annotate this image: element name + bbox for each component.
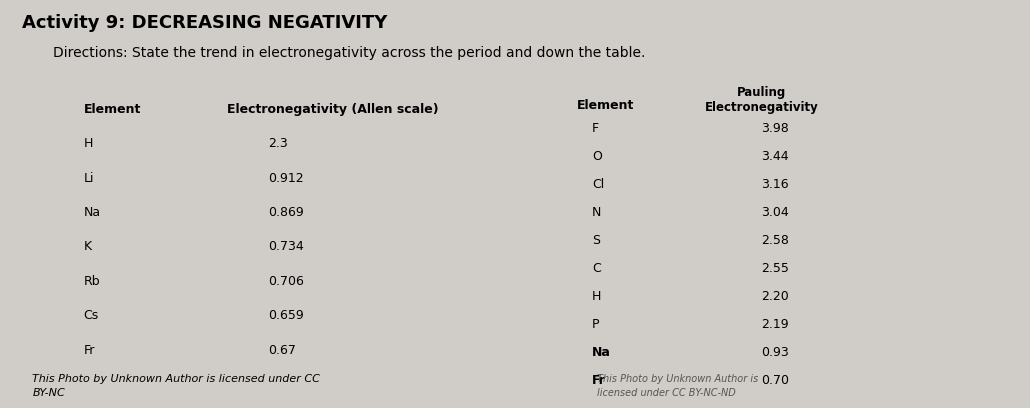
Text: This Photo by Unknown Author is
licensed under CC BY-NC-ND: This Photo by Unknown Author is licensed…: [597, 374, 758, 398]
Text: 3.98: 3.98: [761, 122, 789, 135]
Text: 0.659: 0.659: [269, 309, 304, 322]
Text: Fr: Fr: [83, 344, 95, 357]
Text: Element: Element: [577, 99, 634, 112]
Text: P: P: [592, 318, 599, 331]
Text: H: H: [592, 290, 602, 303]
Text: O: O: [592, 150, 602, 163]
Text: S: S: [592, 234, 600, 247]
Text: 3.16: 3.16: [761, 178, 789, 191]
Text: H: H: [83, 137, 93, 150]
Text: F: F: [592, 122, 599, 135]
Text: 2.19: 2.19: [761, 318, 789, 331]
Text: 2.3: 2.3: [269, 137, 288, 150]
Text: 0.912: 0.912: [269, 172, 304, 184]
Text: 0.734: 0.734: [269, 240, 304, 253]
Text: This Photo by Unknown Author is licensed under CC
BY-NC: This Photo by Unknown Author is licensed…: [32, 374, 320, 398]
Text: Electronegativity (Allen scale): Electronegativity (Allen scale): [228, 103, 439, 116]
Text: 0.706: 0.706: [269, 275, 304, 288]
Text: C: C: [592, 262, 600, 275]
Text: 2.58: 2.58: [761, 234, 789, 247]
Text: Activity 9: DECREASING NEGATIVITY: Activity 9: DECREASING NEGATIVITY: [22, 13, 387, 31]
Text: Cs: Cs: [83, 309, 99, 322]
Text: 2.20: 2.20: [761, 290, 789, 303]
Text: Na: Na: [83, 206, 101, 219]
Text: 2.55: 2.55: [761, 262, 789, 275]
Text: Directions: State the trend in electronegativity across the period and down the : Directions: State the trend in electrone…: [53, 46, 645, 60]
Text: Cl: Cl: [592, 178, 605, 191]
Text: Fr: Fr: [592, 374, 606, 387]
Text: 0.869: 0.869: [269, 206, 304, 219]
Text: N: N: [592, 206, 602, 219]
Text: 3.44: 3.44: [761, 150, 789, 163]
Text: 3.04: 3.04: [761, 206, 789, 219]
Text: 0.67: 0.67: [269, 344, 297, 357]
Text: 0.93: 0.93: [761, 346, 789, 359]
Text: K: K: [83, 240, 92, 253]
Text: 0.70: 0.70: [761, 374, 790, 387]
Text: Na: Na: [592, 346, 611, 359]
Text: Rb: Rb: [83, 275, 100, 288]
Text: Pauling
Electronegativity: Pauling Electronegativity: [705, 86, 819, 115]
Text: Element: Element: [83, 103, 141, 116]
Text: Li: Li: [83, 172, 94, 184]
